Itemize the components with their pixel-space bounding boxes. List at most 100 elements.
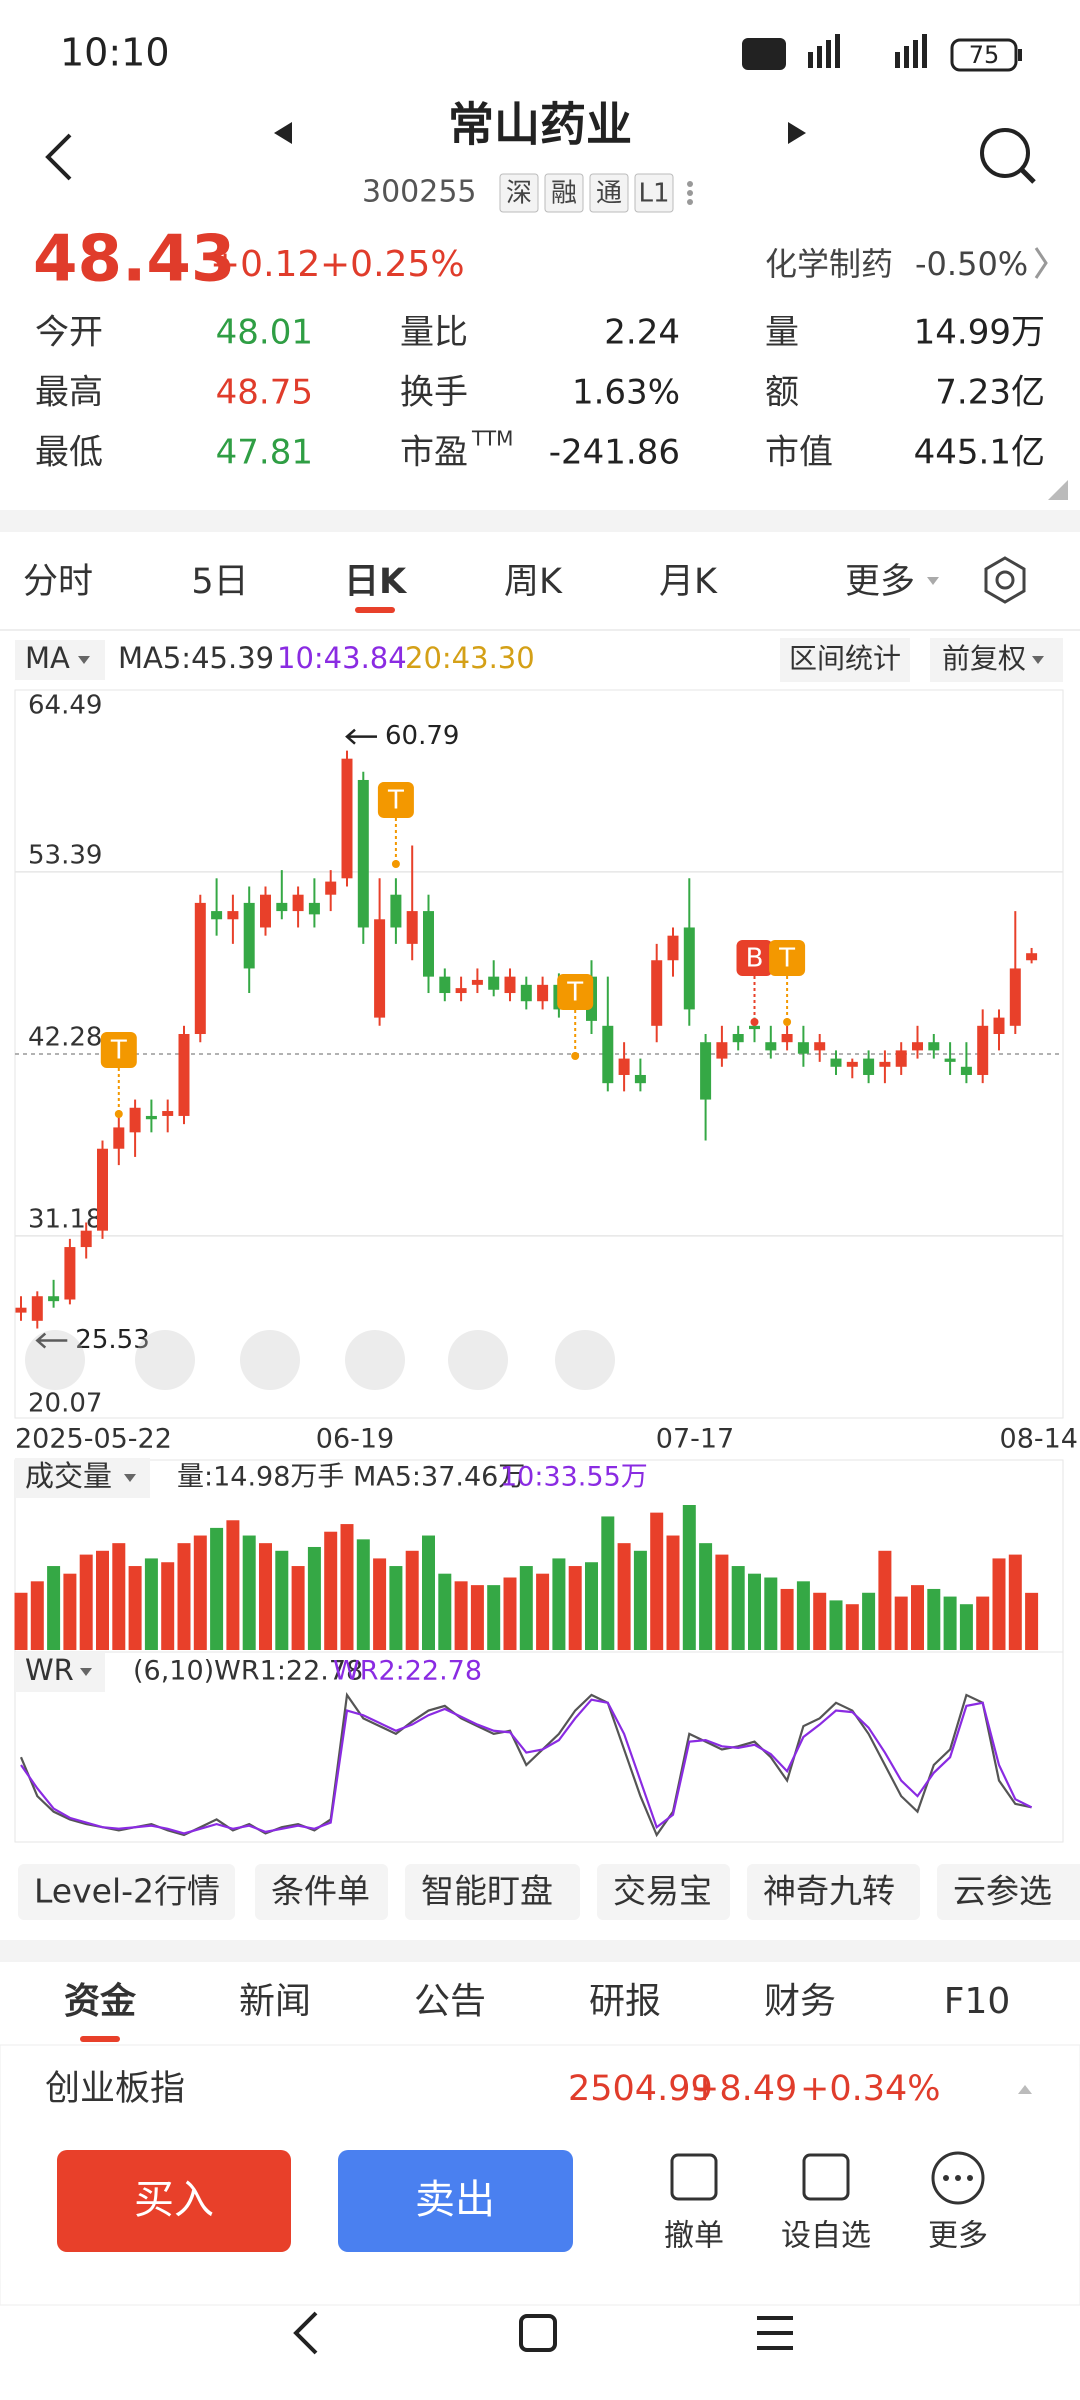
field-value: 7.23亿 [935,373,1045,413]
candle-body [537,984,549,1002]
volume-bar [536,1573,550,1650]
chip-label: 条件单 [271,1872,370,1911]
volume-bar [927,1588,941,1650]
badge [634,173,674,213]
volume-bar [210,1527,224,1650]
section-tab[interactable]: 公告 [414,1981,486,2022]
more-icon [943,2175,949,2181]
candle-body [781,1034,793,1043]
more-icon [955,2175,961,2181]
tab[interactable]: 周K [504,562,563,602]
tab[interactable]: 更多 [845,562,915,602]
field-value: 48.75 [216,373,313,413]
status-time: 10:10 [60,31,170,75]
candle-body [732,1034,744,1043]
volume-bar [780,1588,794,1650]
sector: 化学制药 [765,245,893,283]
candle-body [700,1042,712,1100]
candle-body [651,960,663,1026]
volume-bar [503,1577,517,1650]
indicator-select[interactable] [15,640,105,680]
section-tab[interactable]: 新闻 [239,1981,311,2022]
more-icon [967,2175,973,2181]
tool-label[interactable]: 更多 [928,2219,988,2254]
nav-home[interactable] [519,2314,557,2352]
chip[interactable] [255,1864,388,1920]
buy-label: 买入 [134,2177,214,2223]
badge [589,173,629,213]
section-tab[interactable]: 资金 [64,1980,137,2022]
marker-dot [783,1018,792,1026]
hd-icon [742,38,786,70]
volume-bar [177,1543,191,1650]
candle-body [618,1058,630,1075]
buy-button[interactable] [57,2150,291,2252]
y-tick-label: 64.49 [28,691,102,721]
settings-button[interactable] [984,556,1026,604]
tab[interactable]: 日K [344,562,408,602]
dropdown [78,656,90,664]
chip[interactable] [405,1864,580,1920]
chip[interactable] [597,1864,730,1920]
search-button[interactable] [980,128,1036,184]
chart-control[interactable] [135,1330,195,1390]
chip[interactable] [937,1864,1080,1920]
section-tab[interactable]: 财务 [764,1981,836,2022]
volume-bar [796,1581,810,1650]
tab[interactable]: 月K [659,562,718,602]
field-label: 量比 [400,313,468,353]
index-value: 2504.99 [568,2069,713,2109]
tool-label[interactable]: 设自选 [781,2219,871,2254]
chart-control[interactable] [25,1330,85,1390]
back-button[interactable] [45,133,72,181]
prev-stock[interactable] [274,122,292,144]
tool-label[interactable]: 撤单 [664,2219,724,2254]
marker-label: T [387,786,404,816]
volume-bar [699,1543,713,1650]
field-value: 445.1亿 [914,433,1045,473]
indicator-select[interactable] [15,1652,105,1692]
stock-name: 常山药业 [448,98,632,152]
candle-body [488,976,500,990]
chip[interactable] [18,1864,235,1920]
index-change: +8.49 [690,2069,797,2109]
volume-bar [894,1596,908,1650]
volume-bar [291,1566,305,1650]
candle-body [145,1115,157,1120]
volume-bar [992,1558,1006,1650]
candle-body [520,984,532,1002]
section-tab[interactable]: 研报 [589,1981,661,2022]
nav-menu[interactable] [757,2316,793,2350]
chart-control[interactable] [240,1330,300,1390]
badge [544,173,584,213]
nav-back[interactable] [293,2311,318,2355]
candle-body [683,927,695,1010]
candle-body [960,1066,972,1075]
candle-body [211,911,223,920]
candle-body [357,779,369,928]
next-stock[interactable] [788,122,806,144]
kline-button-label: 区间统计 [789,642,901,675]
tab[interactable]: 5日 [191,562,248,602]
chart-control[interactable] [345,1330,405,1390]
tab[interactable]: 分时 [23,562,93,602]
field-sup: TTM [471,427,513,451]
candle-body [129,1107,141,1133]
volume-bar [666,1535,680,1650]
price: 48.43 [33,223,235,297]
chip[interactable] [747,1864,920,1920]
sell-button[interactable] [338,2150,573,2252]
volume-bar [324,1531,338,1650]
volume-bar [356,1539,370,1650]
volume-bar [764,1577,778,1650]
section-tab[interactable]: F10 [944,1981,1011,2022]
volume-bar [487,1585,501,1650]
dropdown [80,1668,92,1676]
chevron [1034,247,1048,279]
settings-icon [995,570,1015,590]
chart-control[interactable] [448,1330,508,1390]
volume-bar [519,1566,533,1650]
field-value: 2.24 [604,313,680,353]
kline-button[interactable] [780,638,910,682]
chart-control[interactable] [555,1330,615,1390]
